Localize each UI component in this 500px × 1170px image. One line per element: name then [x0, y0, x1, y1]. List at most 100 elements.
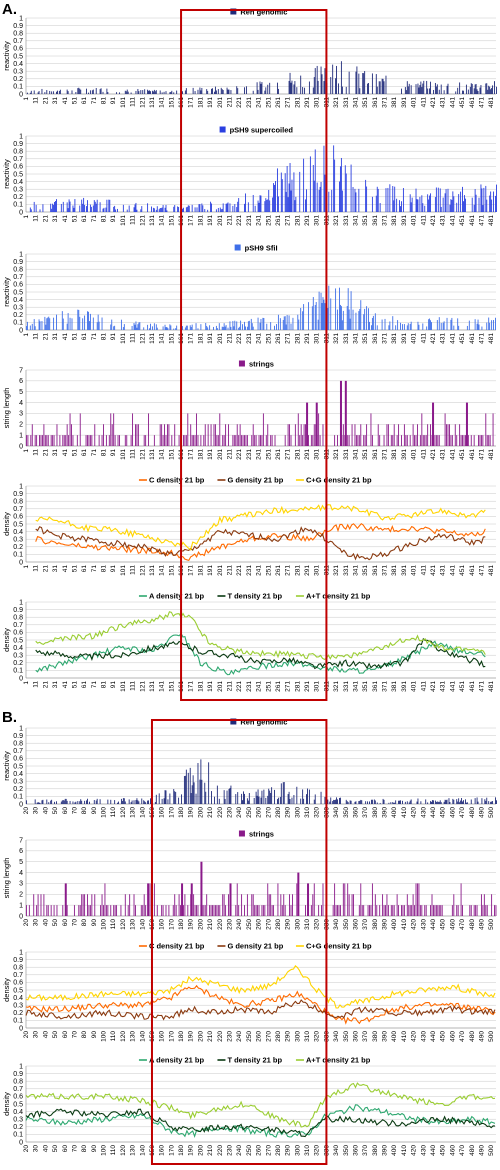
- bar: [195, 323, 197, 330]
- x-tick-label: 21: [42, 565, 49, 573]
- x-tick-label: 500: [488, 1145, 495, 1156]
- bar: [130, 435, 132, 446]
- bar: [277, 883, 279, 916]
- bar: [243, 791, 244, 804]
- bar: [170, 325, 172, 330]
- bar: [376, 905, 378, 916]
- bar: [71, 424, 72, 446]
- bar: [265, 435, 267, 446]
- bar: [162, 205, 164, 212]
- bar: [417, 83, 419, 94]
- bar: [113, 413, 115, 446]
- bar: [246, 894, 248, 916]
- bar: [464, 799, 466, 804]
- x-tick-label: 210: [207, 807, 214, 818]
- bar: [355, 71, 357, 94]
- bar: [92, 317, 94, 330]
- bar: [107, 799, 109, 804]
- bar: [263, 789, 265, 804]
- bar: [474, 319, 476, 330]
- bar: [289, 894, 291, 916]
- bar: [283, 782, 285, 804]
- bar: [377, 188, 379, 212]
- bar: [211, 791, 212, 804]
- bar: [464, 198, 466, 212]
- bar: [434, 82, 436, 94]
- bar: [97, 314, 99, 330]
- x-tick-label: 451: [459, 215, 466, 226]
- bar: [272, 197, 274, 212]
- x-tick-label: 130: [130, 1031, 137, 1042]
- bar: [258, 435, 260, 446]
- bar: [256, 82, 258, 94]
- bar: [303, 424, 305, 446]
- x-tick-label: 181: [197, 215, 204, 226]
- legend-entry: T density 21 bp: [227, 1056, 282, 1065]
- bar: [430, 193, 432, 212]
- bar: [105, 207, 107, 212]
- bar: [462, 435, 463, 446]
- bar: [286, 314, 288, 330]
- bar: [267, 424, 269, 446]
- bar: [351, 424, 353, 446]
- bar: [399, 200, 400, 212]
- x-tick-label: 381: [391, 565, 398, 576]
- x-tick-label: 270: [265, 1031, 272, 1042]
- bar: [58, 90, 60, 94]
- bar: [238, 905, 240, 916]
- bar: [374, 800, 376, 804]
- bar: [220, 87, 222, 94]
- bar: [217, 905, 219, 916]
- bar: [69, 201, 71, 212]
- bar: [178, 207, 180, 212]
- bar: [33, 201, 35, 212]
- x-tick-label: 391: [401, 215, 408, 226]
- bar: [267, 84, 269, 94]
- x-tick-label: 100: [101, 1145, 108, 1156]
- bar: [307, 883, 310, 916]
- y-tick-label: 0: [19, 1139, 23, 1146]
- bar: [490, 89, 492, 94]
- x-tick-label: 460: [449, 1031, 456, 1042]
- bar: [241, 435, 243, 446]
- bar: [480, 894, 482, 916]
- x-tick-label: 441: [449, 215, 456, 226]
- legend-swatch: [219, 126, 226, 133]
- bar: [95, 203, 97, 212]
- bar: [452, 191, 454, 212]
- bar: [244, 793, 245, 804]
- bar: [121, 800, 123, 804]
- bar: [95, 88, 97, 94]
- bar: [412, 424, 414, 446]
- y-tick-label: 0.4: [13, 297, 23, 304]
- bar: [41, 321, 43, 330]
- x-tick-label: 31: [52, 681, 59, 689]
- bar: [212, 905, 213, 916]
- x-tick-label: 181: [197, 449, 204, 460]
- bar: [345, 173, 347, 212]
- x-tick-label: 460: [449, 1145, 456, 1156]
- bar: [163, 91, 165, 94]
- x-tick-label: 320: [314, 919, 321, 930]
- bar: [418, 883, 420, 916]
- x-tick-label: 281: [294, 681, 301, 692]
- bar: [64, 798, 66, 804]
- y-axis-label: string length: [2, 388, 11, 429]
- bar: [132, 413, 134, 446]
- bar: [489, 322, 491, 330]
- y-tick-label: 0.8: [13, 741, 23, 748]
- x-tick-label: 181: [197, 681, 204, 692]
- x-tick-label: 31: [52, 449, 59, 457]
- bar: [47, 317, 49, 330]
- x-tick-label: 291: [304, 449, 311, 460]
- x-tick-label: 211: [227, 565, 234, 576]
- bar: [339, 905, 341, 916]
- bar: [190, 894, 192, 916]
- bar: [489, 86, 491, 94]
- x-tick-label: 261: [275, 215, 282, 226]
- bar: [142, 905, 144, 916]
- x-tick-label: 100: [101, 807, 108, 818]
- x-tick-label: 360: [352, 919, 359, 930]
- bar: [47, 435, 49, 446]
